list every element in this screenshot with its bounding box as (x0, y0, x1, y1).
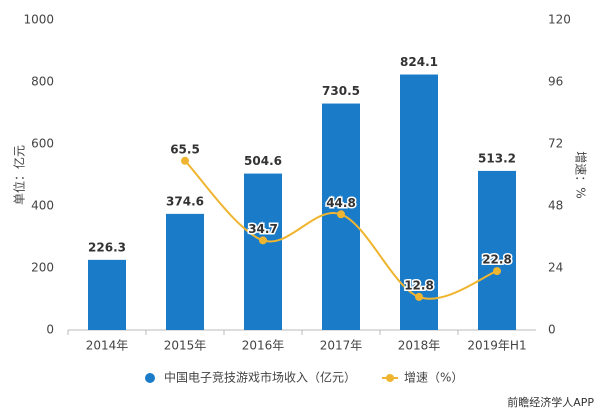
legend-label: 增速（%） (404, 371, 463, 385)
y-tick-label: 200 (31, 261, 54, 275)
value-label: 824.1 (400, 55, 438, 69)
legend-swatch (145, 373, 155, 383)
y2-tick-label: 72 (548, 137, 563, 151)
bar (88, 259, 126, 330)
x-tick-label: 2015年 (164, 339, 207, 353)
y-tick-label: 0 (46, 323, 54, 337)
legend-label: 中国电子竞技游戏市场收入（亿元） (164, 370, 356, 385)
bar (478, 170, 516, 330)
line-point (259, 236, 267, 245)
value-label: 12.8 (404, 278, 434, 292)
y2-tick-label: 24 (548, 261, 563, 275)
line-point (181, 156, 189, 165)
x-tick-label: 2018年 (398, 339, 441, 353)
y-tick-label: 600 (31, 137, 54, 151)
y2-tick-label: 48 (548, 199, 563, 213)
y-tick-label: 1000 (23, 13, 54, 27)
x-tick-label: 2016年 (242, 339, 285, 353)
x-tick-label: 2019年H1 (467, 339, 526, 353)
line-point (493, 267, 501, 276)
value-label: 504.6 (244, 154, 282, 168)
value-label: 513.2 (478, 151, 516, 165)
value-label: 374.6 (166, 194, 204, 208)
y-tick-label: 400 (31, 199, 54, 213)
y2-axis-label: 增速：% (574, 151, 588, 198)
bar (166, 213, 204, 330)
value-label: 730.5 (322, 84, 360, 98)
y2-tick-label: 96 (548, 75, 563, 89)
y-axis-label: 单位：亿元 (12, 145, 27, 205)
value-label: 65.5 (170, 142, 200, 156)
y-tick-label: 800 (31, 75, 54, 89)
value-label: 44.8 (326, 196, 356, 210)
bar (244, 173, 282, 330)
source: 前瞻经济学人APP (507, 395, 594, 409)
y2-tick-label: 0 (548, 323, 556, 337)
x-tick-label: 2014年 (86, 339, 129, 353)
value-label: 226.3 (88, 240, 126, 254)
line-point (337, 210, 345, 219)
x-tick-label: 2017年 (320, 339, 363, 353)
line-point (415, 292, 423, 301)
value-label: 34.7 (248, 222, 278, 236)
value-label: 22.8 (482, 253, 512, 267)
legend-swatch (386, 374, 395, 382)
y2-tick-label: 120 (548, 13, 571, 27)
